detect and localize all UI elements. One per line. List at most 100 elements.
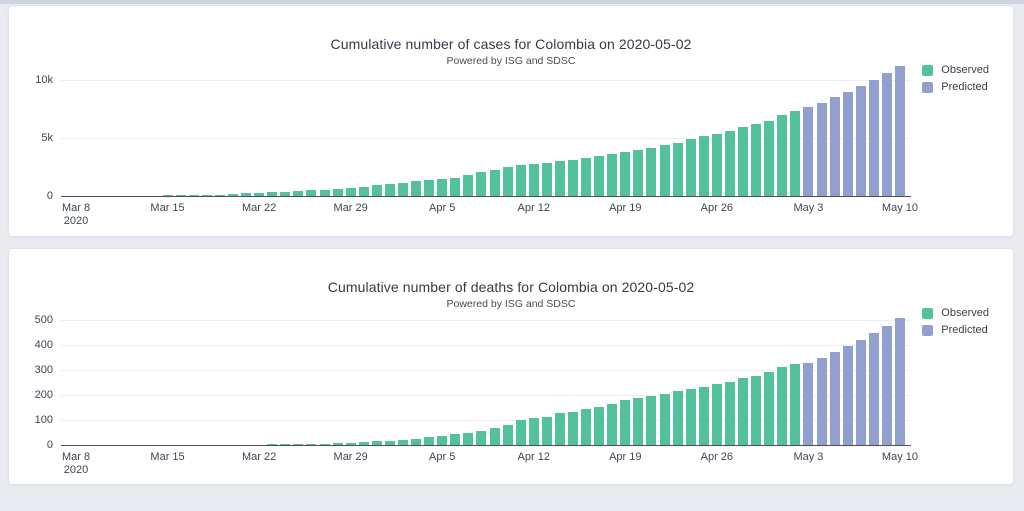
- bar-observed[interactable]: [358, 442, 369, 445]
- bar-predicted[interactable]: [816, 357, 827, 445]
- legend-item-observed[interactable]: Observed: [922, 307, 989, 319]
- bar-observed[interactable]: [672, 143, 683, 196]
- bar-observed[interactable]: [97, 195, 108, 196]
- bar-observed[interactable]: [724, 131, 735, 196]
- bar-observed[interactable]: [620, 152, 631, 196]
- bar-observed[interactable]: [698, 136, 709, 196]
- bar-observed[interactable]: [424, 179, 435, 196]
- bar-predicted[interactable]: [842, 91, 853, 196]
- bar-observed[interactable]: [319, 443, 330, 445]
- bar-observed[interactable]: [711, 133, 722, 196]
- bar-observed[interactable]: [227, 193, 238, 196]
- bar-observed[interactable]: [476, 172, 487, 196]
- bar-observed[interactable]: [345, 187, 356, 196]
- bar-observed[interactable]: [319, 189, 330, 196]
- bar-observed[interactable]: [84, 195, 95, 196]
- bar-predicted[interactable]: [816, 102, 827, 196]
- bar-observed[interactable]: [528, 417, 539, 445]
- bar-observed[interactable]: [241, 444, 252, 445]
- bar-observed[interactable]: [594, 156, 605, 196]
- bar-predicted[interactable]: [803, 107, 814, 196]
- bar-predicted[interactable]: [803, 362, 814, 445]
- bar-observed[interactable]: [568, 412, 578, 445]
- bar-observed[interactable]: [450, 177, 461, 196]
- bar-observed[interactable]: [633, 397, 644, 445]
- bar-observed[interactable]: [201, 444, 212, 445]
- bar-observed[interactable]: [110, 195, 121, 196]
- bar-observed[interactable]: [411, 181, 422, 196]
- bar-observed[interactable]: [358, 186, 369, 196]
- bar-observed[interactable]: [267, 444, 278, 445]
- bar-observed[interactable]: [502, 425, 513, 445]
- bar-predicted[interactable]: [842, 346, 853, 445]
- bar-observed[interactable]: [620, 400, 631, 445]
- bar-predicted[interactable]: [894, 318, 905, 445]
- bar-observed[interactable]: [594, 406, 605, 445]
- bar-observed[interactable]: [515, 164, 526, 196]
- bar-observed[interactable]: [751, 375, 762, 445]
- bar-observed[interactable]: [489, 427, 500, 445]
- bar-observed[interactable]: [280, 444, 291, 445]
- cases-plot-area[interactable]: 0 5k 10k Mar 8 2020 Mar 15 Mar 22 Mar 29 Apr 5 Ap…: [9, 6, 1013, 236]
- bar-observed[interactable]: [280, 191, 291, 196]
- bar-observed[interactable]: [437, 178, 448, 196]
- bar-observed[interactable]: [646, 147, 657, 196]
- bar-observed[interactable]: [554, 161, 565, 196]
- bar-observed[interactable]: [214, 194, 225, 196]
- bar-predicted[interactable]: [894, 66, 905, 196]
- bar-observed[interactable]: [136, 195, 147, 196]
- bar-observed[interactable]: [764, 120, 775, 196]
- bar-predicted[interactable]: [829, 352, 840, 445]
- bar-observed[interactable]: [397, 440, 408, 445]
- bar-observed[interactable]: [463, 432, 474, 445]
- bar-observed[interactable]: [175, 444, 186, 445]
- bar-observed[interactable]: [241, 193, 252, 196]
- bar-observed[interactable]: [411, 438, 422, 445]
- bar-observed[interactable]: [541, 417, 552, 445]
- bar-observed[interactable]: [214, 444, 225, 445]
- bar-observed[interactable]: [515, 420, 526, 445]
- bar-observed[interactable]: [659, 145, 670, 196]
- bar-observed[interactable]: [711, 384, 722, 445]
- bar-observed[interactable]: [71, 195, 81, 196]
- bar-observed[interactable]: [541, 162, 552, 196]
- legend-item-predicted[interactable]: Predicted: [922, 324, 989, 336]
- bar-observed[interactable]: [790, 364, 801, 445]
- bar-observed[interactable]: [371, 441, 382, 445]
- bar-observed[interactable]: [227, 444, 238, 445]
- bar-predicted[interactable]: [829, 97, 840, 196]
- bar-observed[interactable]: [476, 431, 487, 445]
- bar-observed[interactable]: [149, 195, 160, 196]
- bar-observed[interactable]: [384, 440, 395, 445]
- bar-observed[interactable]: [254, 444, 265, 445]
- bar-observed[interactable]: [724, 381, 735, 445]
- bar-observed[interactable]: [293, 190, 304, 196]
- bar-observed[interactable]: [188, 444, 199, 445]
- bar-observed[interactable]: [568, 159, 578, 196]
- bar-observed[interactable]: [659, 393, 670, 445]
- bar-predicted[interactable]: [855, 339, 866, 445]
- bar-observed[interactable]: [777, 114, 788, 196]
- bar-observed[interactable]: [175, 195, 186, 196]
- bar-observed[interactable]: [698, 386, 709, 445]
- bar-observed[interactable]: [581, 409, 592, 445]
- bar-observed[interactable]: [672, 391, 683, 445]
- legend-item-observed[interactable]: Observed: [922, 64, 989, 76]
- bar-observed[interactable]: [489, 170, 500, 196]
- bar-observed[interactable]: [764, 371, 775, 445]
- bar-observed[interactable]: [646, 396, 657, 445]
- bar-observed[interactable]: [332, 188, 343, 196]
- bar-observed[interactable]: [293, 444, 304, 445]
- bar-observed[interactable]: [607, 403, 618, 445]
- bar-observed[interactable]: [502, 167, 513, 196]
- bar-predicted[interactable]: [881, 325, 892, 445]
- bar-observed[interactable]: [738, 377, 749, 445]
- bar-observed[interactable]: [751, 123, 762, 196]
- bar-predicted[interactable]: [868, 79, 879, 196]
- bar-observed[interactable]: [528, 163, 539, 196]
- bar-observed[interactable]: [371, 185, 382, 196]
- bar-observed[interactable]: [581, 158, 592, 196]
- bar-observed[interactable]: [437, 436, 448, 445]
- bar-observed[interactable]: [424, 437, 435, 445]
- bar-observed[interactable]: [777, 366, 788, 445]
